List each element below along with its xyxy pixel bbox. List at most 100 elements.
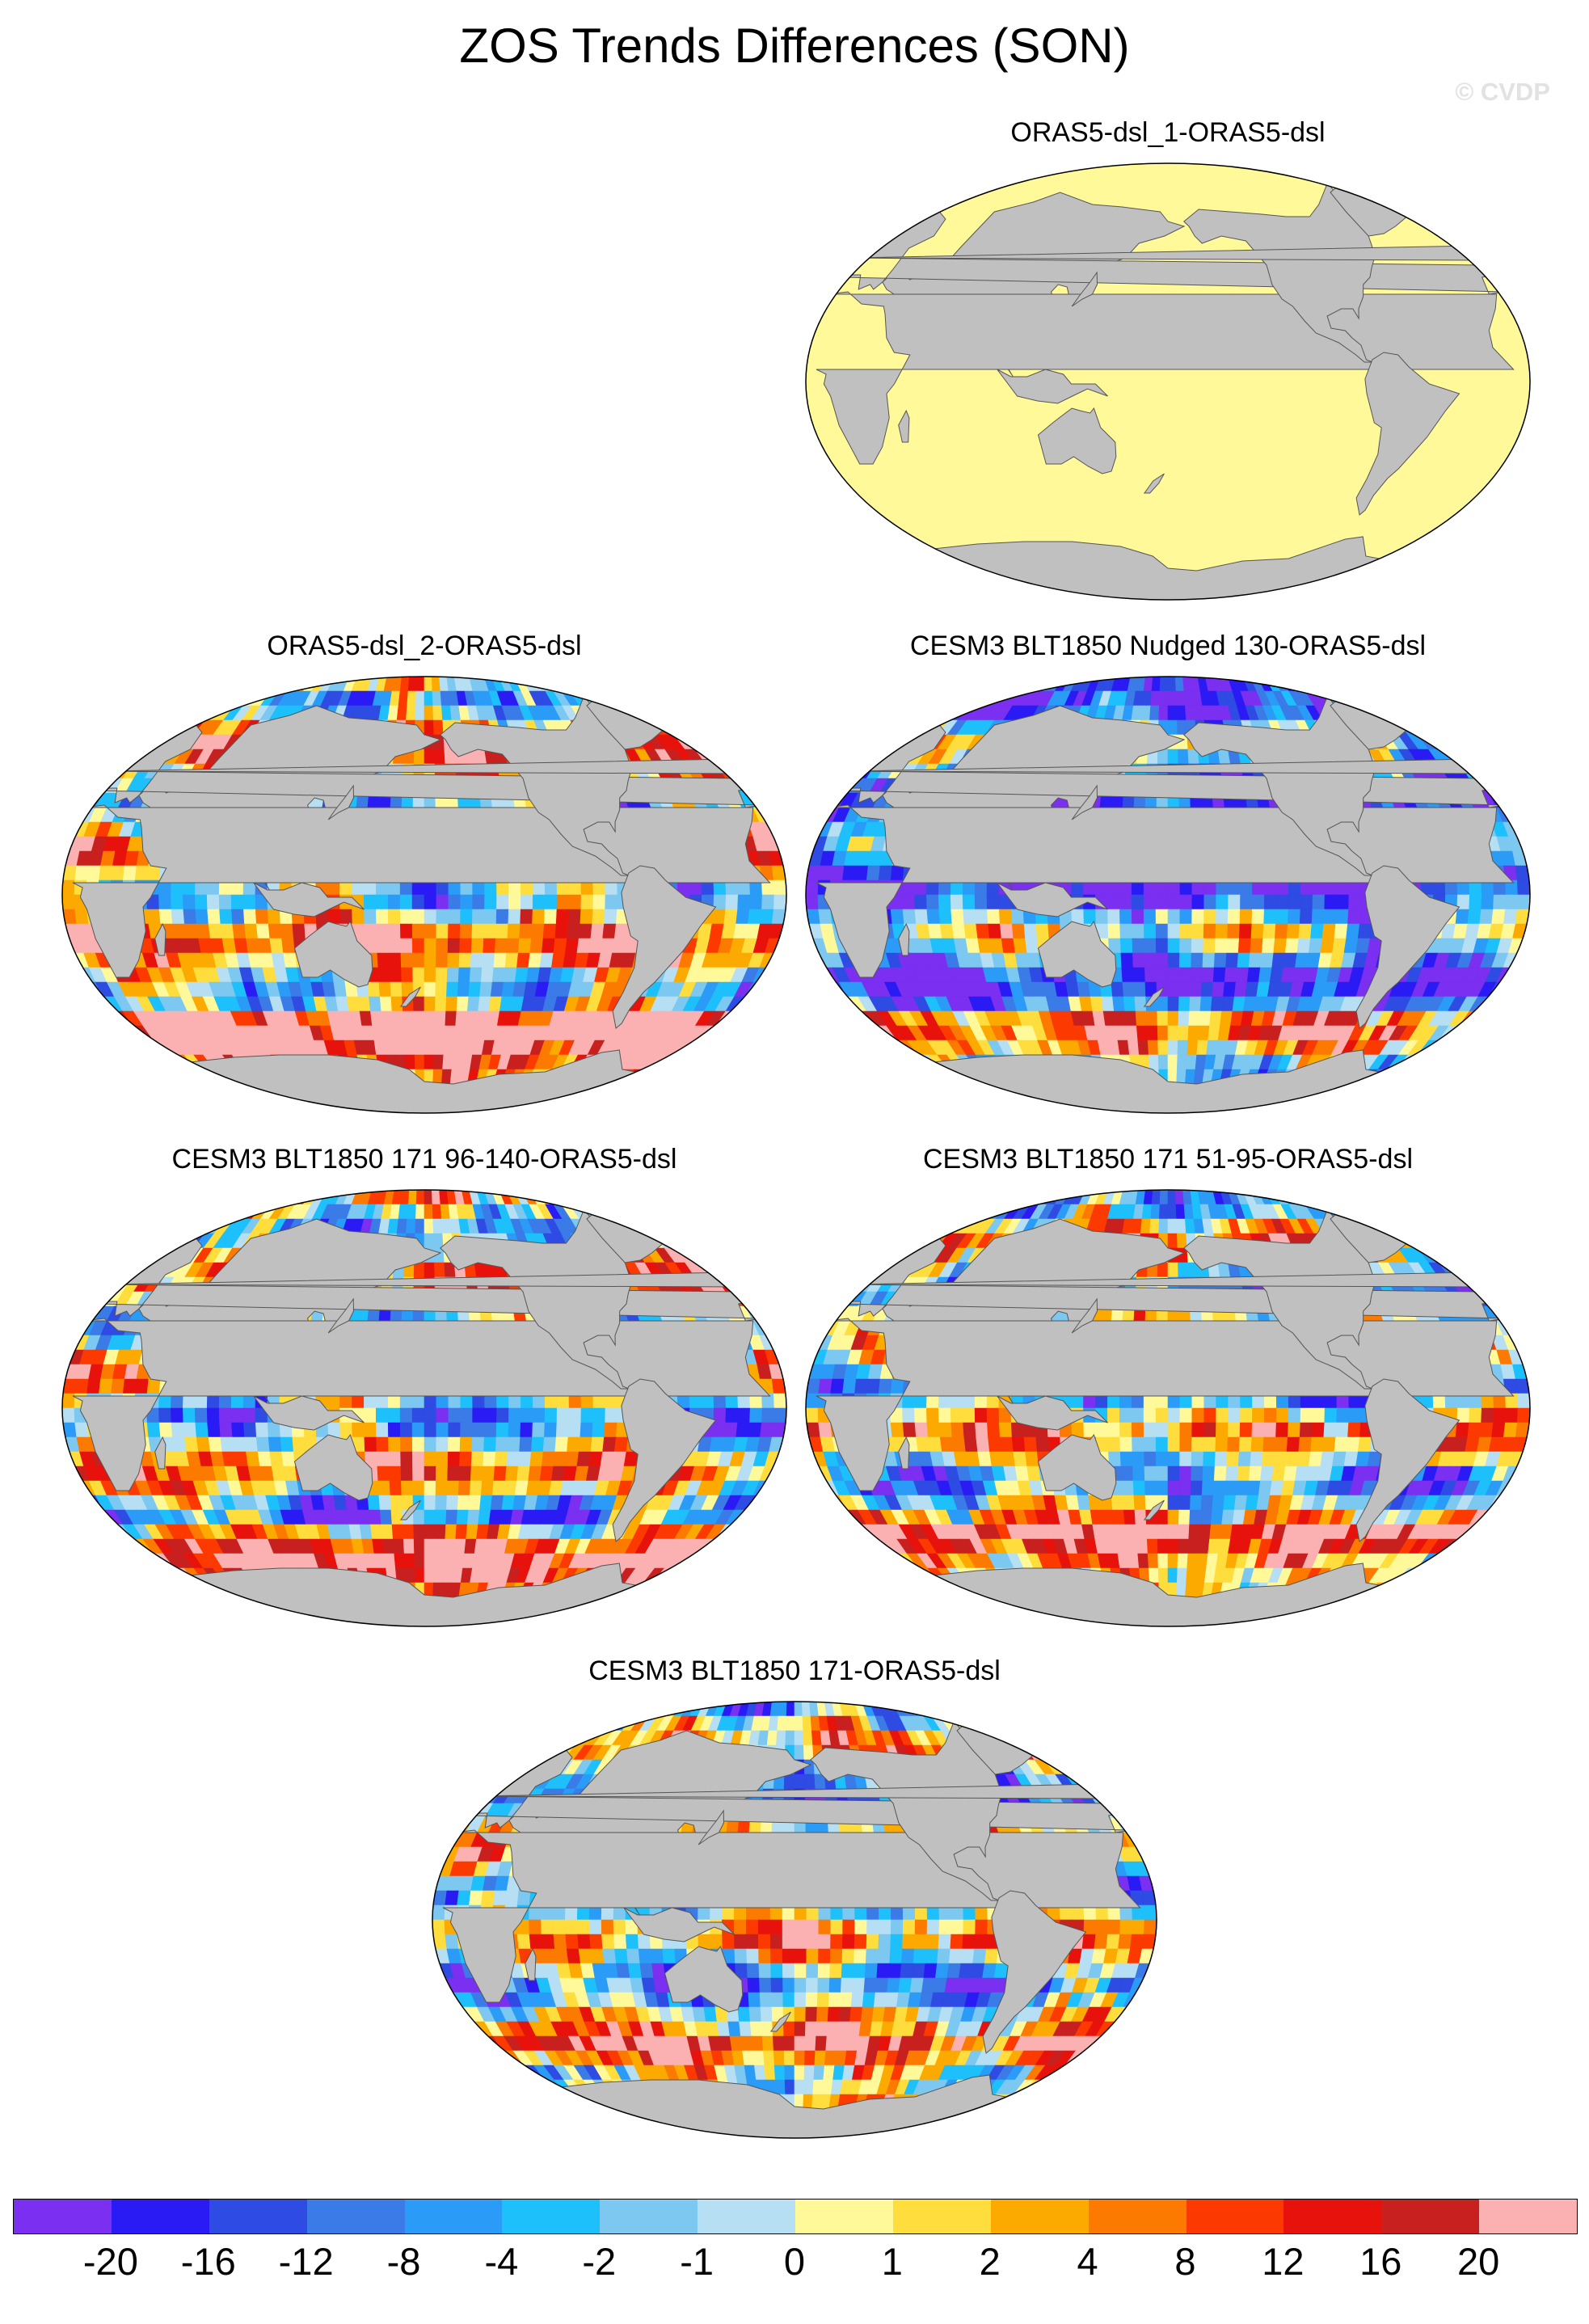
field-cell [1376, 1098, 1403, 1113]
field-cell [242, 894, 256, 910]
field-cell [269, 1451, 284, 1467]
field-cell [483, 1436, 497, 1453]
field-cell [412, 1480, 425, 1496]
field-cell [1126, 1025, 1139, 1041]
field-cell [482, 952, 495, 968]
field-cell [640, 1098, 668, 1113]
panel-title: CESM3 BLT1850 Nudged 130-ORAS5-dsl [909, 631, 1427, 661]
field-cell [1310, 923, 1325, 939]
field-cell [566, 1190, 587, 1205]
field-cell [1203, 938, 1216, 954]
field-cell [219, 909, 234, 925]
field-cell [1321, 923, 1336, 939]
field-cell [207, 909, 221, 925]
field-cell [555, 909, 570, 925]
field-cell [1309, 1098, 1330, 1113]
field-cell [773, 879, 786, 896]
field-cell [968, 1083, 991, 1099]
field-cell [976, 923, 990, 939]
world-map-3 [805, 676, 1531, 1114]
field-cell [424, 690, 433, 706]
north-america-landmass [1183, 182, 1376, 363]
field-cell [639, 1069, 663, 1085]
field-cell [1384, 1098, 1411, 1113]
field-cell [74, 1378, 90, 1394]
field-cell [580, 1190, 603, 1205]
field-cell [917, 1083, 943, 1099]
field-cell [573, 1190, 595, 1205]
field-cell [647, 1069, 672, 1085]
field-cell [580, 909, 594, 925]
field-cell [1143, 677, 1153, 692]
field-cell [1189, 996, 1202, 1012]
field-cell [387, 1407, 401, 1424]
field-cell [539, 952, 554, 968]
field-cell [588, 1190, 611, 1205]
field-cell [389, 952, 402, 968]
field-cell [436, 894, 449, 910]
field-cell [384, 1040, 396, 1056]
field-cell [626, 1204, 650, 1220]
field-cell [1288, 894, 1301, 910]
field-cell [617, 1204, 641, 1220]
field-cell [580, 894, 594, 910]
field-cell [446, 1495, 459, 1511]
field-cell [1317, 677, 1338, 692]
field-cell [520, 909, 533, 925]
field-cell [367, 981, 381, 998]
field-cell [390, 996, 403, 1012]
field-cell [1156, 967, 1169, 983]
field-cell [414, 1054, 425, 1070]
field-cell [1252, 894, 1265, 910]
field-cell [1136, 1025, 1149, 1041]
field-cell [1469, 1010, 1492, 1027]
field-cell [506, 1451, 520, 1467]
field-cell [759, 909, 774, 925]
field-cell [1284, 938, 1300, 954]
field-cell [482, 1466, 495, 1482]
field-cell [590, 1436, 605, 1453]
field-cell [173, 690, 200, 706]
field-cell [1178, 996, 1191, 1012]
field-cell [167, 1218, 192, 1234]
field-cell [375, 894, 389, 910]
field-cell [1417, 1069, 1443, 1085]
map-border [61, 676, 787, 1114]
field-cell [761, 894, 775, 910]
field-cell [1377, 1083, 1401, 1099]
field-cell [181, 1098, 209, 1113]
field-cell [1263, 894, 1277, 910]
field-cell [893, 705, 919, 721]
field-cell [172, 1436, 188, 1453]
field-cell [711, 909, 727, 925]
field-cell [566, 677, 587, 692]
field-cell [634, 690, 658, 706]
field-cell [726, 1276, 748, 1293]
field-cell [376, 1436, 390, 1453]
field-cell [1335, 909, 1349, 925]
field-cell [1155, 909, 1169, 925]
field-cell [942, 690, 967, 706]
field-cell [372, 1025, 385, 1041]
field-cell [656, 1218, 681, 1234]
field-cell [626, 1083, 650, 1099]
field-cell [714, 1025, 738, 1041]
field-cell [208, 923, 223, 939]
field-cell [1221, 996, 1235, 1012]
field-cell [1469, 763, 1492, 779]
field-cell [401, 967, 414, 983]
field-cell [1409, 1069, 1434, 1085]
field-cell [878, 865, 893, 881]
field-cell [925, 677, 952, 692]
field-cell [1143, 894, 1157, 910]
field-cell [602, 1436, 617, 1453]
field-cell [1339, 677, 1363, 692]
field-cell [491, 1480, 506, 1496]
field-cell [504, 1466, 519, 1482]
field-cell [333, 1495, 348, 1511]
field-cell [448, 909, 462, 925]
field-cell [424, 952, 436, 968]
field-cell [181, 677, 209, 692]
field-cell [605, 1407, 618, 1424]
field-cell [558, 677, 579, 692]
